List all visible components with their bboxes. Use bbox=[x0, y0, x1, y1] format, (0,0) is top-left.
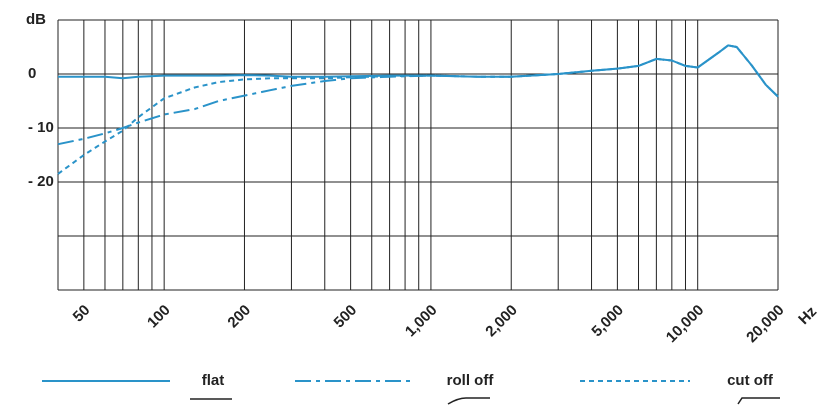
series-line bbox=[57, 44, 779, 146]
x-tick-label: 10,000 bbox=[663, 302, 707, 346]
legend-label: roll off bbox=[447, 372, 495, 389]
x-tick-label: 100 bbox=[144, 302, 174, 332]
y-tick-label: - 10 bbox=[28, 119, 54, 136]
x-tick-label: 5,000 bbox=[588, 302, 627, 341]
x-tick-label: 200 bbox=[224, 302, 254, 332]
legend-label: flat bbox=[202, 372, 225, 389]
y-axis-label: dB bbox=[26, 11, 46, 28]
x-tick-label: 1,000 bbox=[402, 302, 441, 341]
x-axis-label: Hz bbox=[795, 303, 820, 328]
x-tick-label: 2,000 bbox=[482, 302, 521, 341]
legend-icons bbox=[190, 397, 780, 405]
x-tick-label: 500 bbox=[331, 302, 361, 332]
series-line bbox=[58, 44, 779, 98]
x-tick-label: 50 bbox=[70, 302, 94, 326]
roll-off-icon bbox=[447, 397, 490, 405]
y-tick-label: - 20 bbox=[28, 173, 54, 190]
y-tick-label: 0 bbox=[28, 65, 36, 82]
x-tick-label: 20,000 bbox=[743, 302, 787, 346]
cut-off-icon bbox=[737, 397, 780, 405]
legend-label: cut off bbox=[727, 372, 774, 389]
series-line bbox=[57, 44, 779, 175]
